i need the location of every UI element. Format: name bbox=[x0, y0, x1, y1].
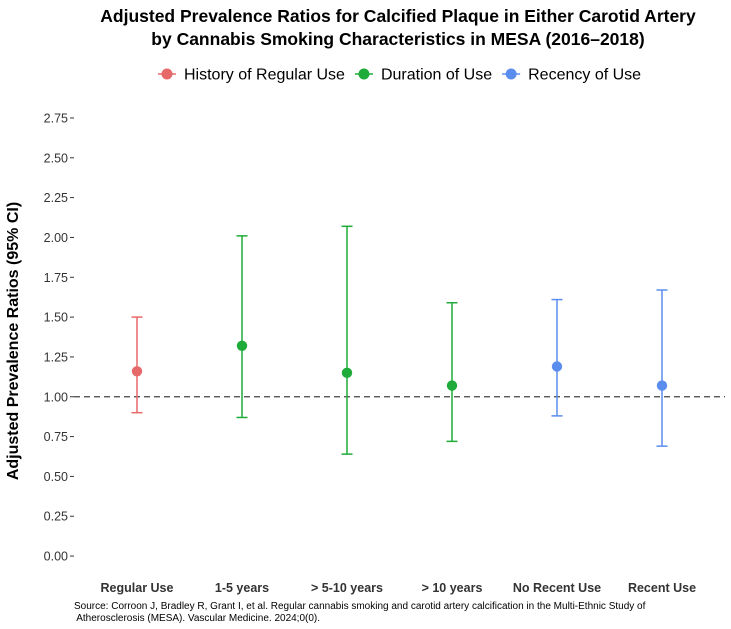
x-tick-label: Regular Use bbox=[101, 581, 174, 595]
y-axis: 0.00 0.25 0.50 0.75 1.00 1.25 1.50 1.75 2.00 2.25… bbox=[44, 111, 74, 564]
point-estimate bbox=[131, 366, 143, 377]
y-tick-label: 2.50 bbox=[44, 151, 68, 165]
legend-label: History of Regular Use bbox=[184, 67, 345, 84]
y-tick-label: 1.50 bbox=[44, 311, 68, 325]
error-bar-group bbox=[446, 302, 458, 443]
x-tick-label: > 5-10 years bbox=[311, 581, 383, 595]
chart-title-line-2: by Cannabis Smoking Characteristics in M… bbox=[151, 29, 644, 49]
error-bar-group bbox=[341, 225, 353, 455]
legend-key-dot bbox=[358, 68, 370, 80]
legend-key-dot bbox=[505, 68, 517, 80]
x-tick-label: No Recent Use bbox=[513, 581, 601, 595]
x-axis: Regular Use 1-5 years > 5-10 years > 10 yea… bbox=[101, 581, 697, 595]
point-estimate bbox=[551, 361, 563, 372]
y-tick-label: 1.75 bbox=[44, 271, 68, 285]
x-tick-label: 1-5 years bbox=[215, 581, 269, 595]
y-tick-label: 1.25 bbox=[44, 350, 68, 364]
y-tick-label: 2.00 bbox=[44, 231, 68, 245]
y-tick-label: 0.00 bbox=[44, 550, 68, 564]
legend-item: Duration of Use bbox=[354, 67, 492, 84]
y-axis-label: Adjusted Prevalence Ratios (95% CI) bbox=[5, 202, 22, 480]
point-estimate bbox=[656, 380, 668, 391]
legend: History of Regular Use Duration of Use Rec… bbox=[158, 67, 641, 84]
x-tick-label: > 10 years bbox=[422, 581, 483, 595]
error-bar-group bbox=[551, 298, 563, 417]
data-marks bbox=[131, 225, 668, 455]
point-estimate bbox=[236, 340, 248, 351]
chart-title-line-1: Adjusted Prevalence Ratios for Calcified… bbox=[100, 6, 696, 26]
y-tick-label: 1.00 bbox=[44, 390, 68, 404]
y-tick-label: 0.50 bbox=[44, 470, 68, 484]
y-tick-label: 2.25 bbox=[44, 191, 68, 205]
y-tick-label: 0.75 bbox=[44, 430, 68, 444]
error-bar-group bbox=[236, 235, 248, 419]
y-tick-label: 0.25 bbox=[44, 510, 68, 524]
legend-label: Duration of Use bbox=[381, 67, 492, 84]
error-bar-group bbox=[131, 316, 143, 414]
legend-label: Recency of Use bbox=[528, 67, 641, 84]
y-tick-label: 2.75 bbox=[44, 111, 68, 125]
error-bar-group bbox=[656, 289, 668, 447]
legend-key-dot bbox=[161, 68, 173, 80]
source-citation-line-1: Source: Corroon J, Bradley R, Grant I, e… bbox=[74, 601, 646, 612]
legend-item: Recency of Use bbox=[502, 67, 641, 84]
x-tick-label: Recent Use bbox=[628, 581, 696, 595]
point-estimate bbox=[341, 367, 353, 379]
point-estimate bbox=[446, 380, 458, 391]
source-citation-line-2: Atherosclerosis (MESA). Vascular Medicin… bbox=[74, 613, 320, 624]
legend-item: History of Regular Use bbox=[158, 67, 345, 84]
